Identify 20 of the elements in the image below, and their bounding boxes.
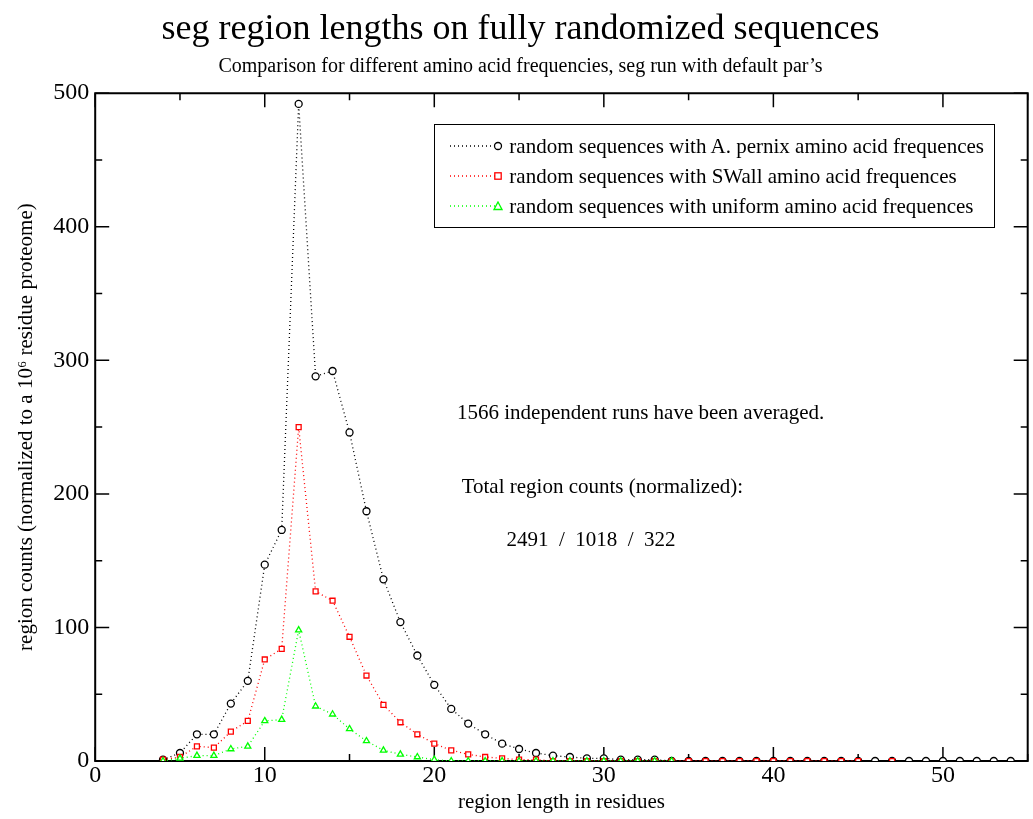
annotation: 1566 independent runs have been averaged. [457,400,825,425]
y-axis-title: region counts (normalized to a 10⁶ residue proteome) [13,203,38,651]
annotation: 2491 / 1018 / 322 [506,527,676,552]
y-tick-label: 100 [53,612,90,639]
chart-title: seg region lengths on fully randomized sequences [161,7,880,48]
x-tick-label: 20 [422,760,447,787]
x-tick-label: 10 [252,760,277,787]
annotation: Total region counts (normalized): [461,473,744,498]
legend-label: random sequences with A. pernix amino acid frequences [509,133,984,160]
x-tick-label: 50 [930,760,955,787]
y-tick-label: 400 [53,212,90,239]
x-axis-title: region length in residues [457,788,665,813]
y-tick-label: 300 [53,345,90,372]
y-tick-label: 500 [53,78,90,105]
x-tick-label: 40 [761,760,786,787]
chart-subtitle: Comparison for different amino acid frequencies, seg run with default par’s [218,54,823,78]
x-tick-label: 30 [591,760,616,787]
legend-label: random sequences with SWall amino acid frequences [509,163,957,190]
y-tick-label: 200 [53,479,90,506]
legend-label: random sequences with uniform amino acid frequences [509,193,974,220]
